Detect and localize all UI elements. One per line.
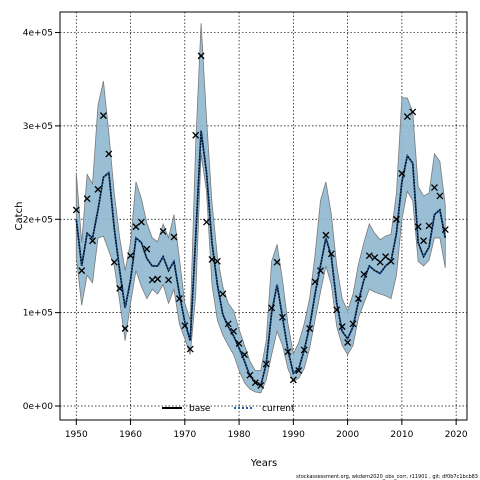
observed-point [279, 313, 286, 321]
observed-point [284, 348, 292, 356]
observed-point [143, 245, 151, 253]
observed-point [338, 323, 346, 331]
observed-point [430, 184, 438, 191]
observed-point [159, 227, 167, 235]
observed-point [78, 267, 86, 275]
observed-point [72, 206, 80, 214]
x-tick-label: 1960 [119, 430, 142, 440]
observed-point [371, 254, 379, 262]
observed-point [392, 215, 400, 223]
observed-point [311, 278, 319, 286]
observed-point [306, 325, 314, 332]
x-axis-label: Years [250, 458, 277, 469]
observed-point [246, 371, 254, 379]
observed-point [333, 306, 341, 314]
y-tick-label: 3e+05 [23, 122, 53, 132]
observed-point [349, 320, 357, 328]
observed-point [181, 322, 189, 330]
observed-point [322, 231, 330, 239]
observed-point [213, 257, 221, 265]
observed-point [219, 290, 227, 298]
x-tick-label: 2020 [445, 430, 468, 440]
legend-label-current: current [262, 404, 295, 414]
observed-point [208, 255, 216, 263]
observed-point [382, 253, 390, 261]
confidence-band [75, 23, 446, 394]
observed-point [137, 218, 145, 226]
plot-frame [59, 11, 468, 421]
observed-point [409, 108, 417, 116]
observed-point [360, 270, 368, 278]
observed-point [224, 320, 232, 328]
y-axis: 0e+00 1e+05 2e+05 3e+05 4e+05 [23, 29, 60, 412]
observed-point [99, 112, 107, 120]
observed-point [420, 237, 428, 245]
y-tick-label: 2e+05 [23, 215, 53, 225]
observed-point [403, 113, 411, 121]
x-tick-label: 2000 [336, 430, 359, 440]
legend-label-base: base [189, 404, 211, 414]
observed-point [257, 381, 265, 389]
x-axis: 1950 1960 1970 1980 1990 2000 2010 2020 [65, 420, 468, 440]
observed-point [230, 327, 238, 335]
x-tick-label: 1950 [65, 430, 88, 440]
observed-point [132, 223, 140, 231]
legend: base current [162, 404, 295, 414]
observed-point [186, 345, 194, 353]
grid [60, 12, 467, 420]
observed-point [387, 257, 395, 265]
y-axis-label: Catch [14, 202, 25, 231]
observed-point [398, 170, 406, 177]
x-tick-label: 1970 [173, 430, 196, 440]
x-tick-label: 1990 [282, 430, 305, 440]
y-tick-label: 1e+05 [23, 309, 53, 319]
x-tick-label: 2010 [390, 430, 413, 440]
observed-point [289, 376, 297, 384]
observed-point [344, 339, 352, 346]
observed-point [165, 276, 172, 284]
observed-point [105, 150, 113, 158]
observed-point [317, 267, 324, 275]
observed-point [241, 351, 248, 359]
observed-point [262, 360, 270, 368]
footer-note: stockassessment.org, wkdem2020_obs_corr,… [296, 474, 478, 480]
observed-point [414, 223, 422, 231]
observed-point [94, 185, 102, 193]
observed-point [235, 339, 243, 347]
observed-point [197, 52, 205, 60]
observed-point [295, 367, 303, 374]
observed-point [175, 295, 183, 303]
observed-point [268, 304, 276, 312]
observed-point [441, 226, 449, 233]
observed-point [170, 233, 178, 241]
observed-point [436, 192, 444, 200]
observed-point [355, 295, 362, 303]
observed-point [327, 250, 335, 258]
observed-point [273, 258, 281, 266]
observed-point [192, 131, 200, 139]
observed-point [154, 275, 162, 283]
observed-point [89, 237, 97, 245]
observed-point [121, 325, 129, 332]
observed-point [251, 379, 259, 387]
y-tick-label: 4e+05 [23, 29, 53, 39]
observed-point [425, 222, 433, 230]
y-tick-label: 0e+00 [23, 402, 54, 412]
observed-point [376, 258, 384, 266]
observed-point [110, 258, 118, 266]
observed-point [116, 284, 124, 292]
observed-point [300, 346, 308, 354]
confidence-band-area [75, 23, 446, 394]
x-tick-label: 1980 [228, 430, 251, 440]
observed-point [127, 252, 135, 260]
observed-point [83, 195, 91, 203]
observed-point [203, 218, 210, 226]
observed-markers [72, 52, 449, 389]
observed-point [365, 252, 373, 260]
observed-point [148, 276, 156, 284]
